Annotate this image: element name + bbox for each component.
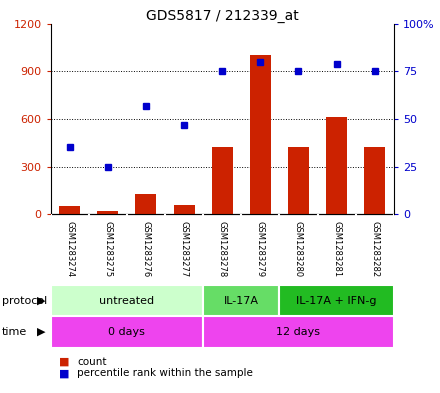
Text: ▶: ▶ <box>37 327 45 337</box>
Bar <box>51 285 203 316</box>
Text: GSM1283281: GSM1283281 <box>332 222 341 277</box>
Text: 0 days: 0 days <box>108 327 145 337</box>
Text: GSM1283280: GSM1283280 <box>294 222 303 277</box>
Bar <box>279 285 394 316</box>
Text: time: time <box>2 327 27 337</box>
Bar <box>250 55 271 214</box>
Bar <box>326 117 347 214</box>
Bar <box>51 316 203 348</box>
Text: GSM1283275: GSM1283275 <box>103 222 112 277</box>
Text: ■: ■ <box>59 356 70 367</box>
Bar <box>136 193 157 214</box>
Text: GSM1283282: GSM1283282 <box>370 222 379 277</box>
Bar <box>212 147 233 214</box>
Bar <box>288 147 309 214</box>
Bar <box>174 206 194 214</box>
Bar <box>59 206 80 214</box>
Text: untreated: untreated <box>99 296 154 306</box>
Bar <box>364 147 385 214</box>
Text: GSM1283277: GSM1283277 <box>180 221 189 278</box>
Text: IL-17A + IFN-g: IL-17A + IFN-g <box>297 296 377 306</box>
Text: percentile rank within the sample: percentile rank within the sample <box>77 368 253 378</box>
Bar <box>97 211 118 214</box>
Text: GSM1283279: GSM1283279 <box>256 222 265 277</box>
Text: ▶: ▶ <box>37 296 45 306</box>
Bar <box>203 285 279 316</box>
Text: GSM1283276: GSM1283276 <box>141 221 150 278</box>
Text: GSM1283274: GSM1283274 <box>65 222 74 277</box>
Text: protocol: protocol <box>2 296 48 306</box>
Title: GDS5817 / 212339_at: GDS5817 / 212339_at <box>146 9 299 22</box>
Text: 12 days: 12 days <box>276 327 320 337</box>
Text: GSM1283278: GSM1283278 <box>218 221 227 278</box>
Text: count: count <box>77 356 106 367</box>
Bar <box>203 316 394 348</box>
Text: ■: ■ <box>59 368 70 378</box>
Text: IL-17A: IL-17A <box>224 296 259 306</box>
